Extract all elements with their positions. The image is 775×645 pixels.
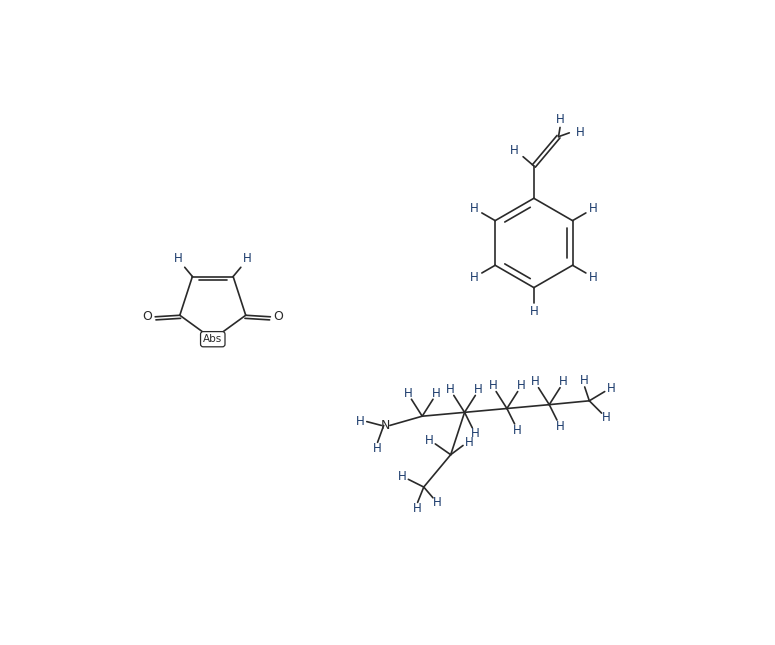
Text: O: O [143, 310, 153, 323]
Text: H: H [433, 496, 442, 509]
Text: H: H [465, 436, 474, 449]
Text: Abs: Abs [203, 334, 222, 344]
Text: H: H [398, 470, 407, 482]
Text: H: H [580, 374, 589, 387]
Text: H: H [446, 382, 455, 396]
Text: H: H [509, 144, 518, 157]
Text: H: H [531, 375, 539, 388]
Text: H: H [513, 424, 522, 437]
Text: H: H [174, 252, 183, 264]
Text: O: O [273, 310, 283, 323]
Text: H: H [607, 382, 615, 395]
Text: H: H [413, 502, 422, 515]
Text: H: H [243, 252, 251, 264]
Text: H: H [576, 126, 584, 139]
Text: H: H [470, 202, 479, 215]
Text: H: H [470, 271, 479, 284]
Text: H: H [425, 434, 433, 448]
Text: H: H [559, 375, 567, 388]
Text: H: H [602, 412, 611, 424]
Text: H: H [404, 386, 413, 400]
Text: H: H [432, 386, 440, 400]
Text: N: N [381, 419, 390, 432]
Text: H: H [489, 379, 498, 392]
Text: H: H [556, 420, 564, 433]
Text: H: H [356, 415, 365, 428]
Text: H: H [556, 114, 564, 126]
Text: H: H [589, 271, 598, 284]
Text: H: H [471, 428, 480, 441]
Text: H: H [474, 382, 483, 396]
Text: H: H [529, 305, 538, 318]
Text: H: H [589, 202, 598, 215]
Text: H: H [374, 442, 382, 455]
Text: H: H [516, 379, 525, 392]
